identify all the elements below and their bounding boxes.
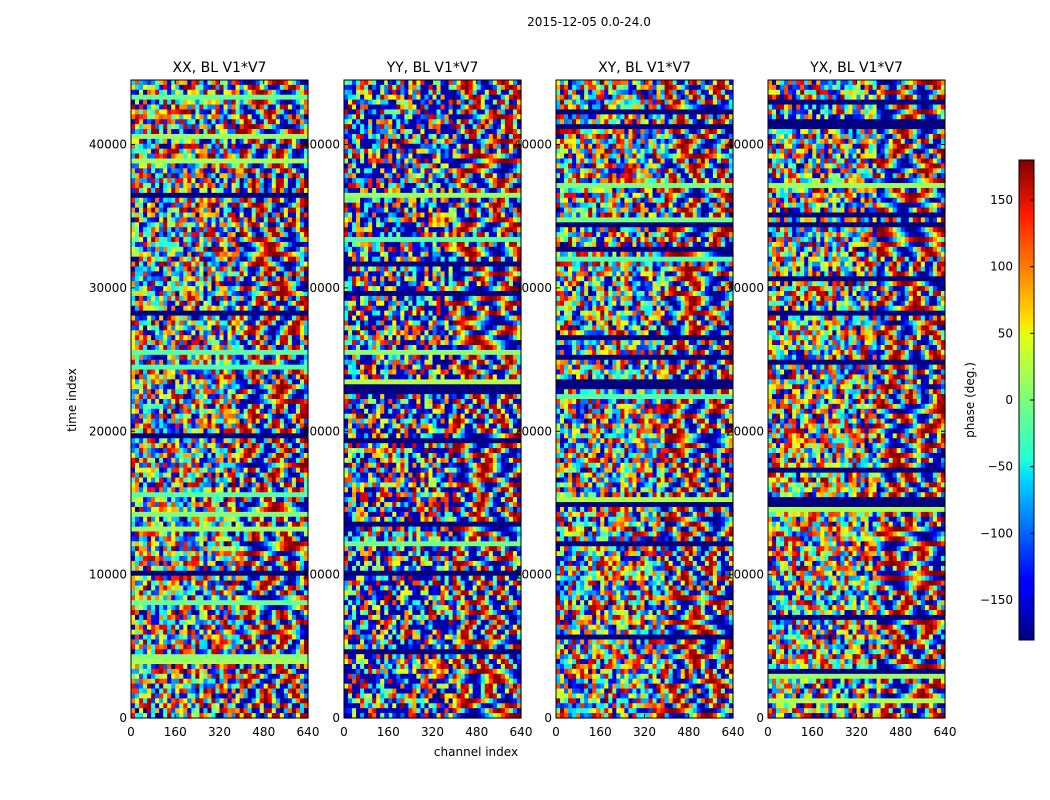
y-tick-label: 0	[544, 711, 552, 725]
x-tick-label: 480	[252, 725, 275, 739]
x-tick-label: 640	[510, 725, 533, 739]
y-axis-label: time index	[65, 368, 79, 432]
x-tick-label: 640	[722, 725, 745, 739]
phase-heatmap	[344, 80, 522, 719]
x-tick-label: 0	[764, 725, 772, 739]
colorbar-tick-label: 50	[998, 326, 1013, 340]
x-tick-label: 160	[164, 725, 187, 739]
panel-4: YX, BL V1*V7 0 160 320 480 640 0 10000 20000 3000…	[726, 60, 957, 739]
x-tick-label: 480	[677, 725, 700, 739]
colorbar-tick-label: 150	[990, 193, 1013, 207]
colorbar: −150 −100 −50 0 50 100 150 phase (deg.)	[963, 159, 1035, 641]
panels: XX, BL V1*V7 0 160 320 480 640 0 10000 20000 3000…	[89, 60, 957, 739]
y-tick-label: 0	[756, 711, 764, 725]
y-tick-label: 20000	[514, 424, 552, 438]
y-tick-label: 20000	[89, 424, 127, 438]
x-tick-label: 0	[340, 725, 348, 739]
y-tick-label: 30000	[89, 281, 127, 295]
x-tick-label: 160	[377, 725, 400, 739]
colorbar-tick-label: −100	[980, 526, 1013, 540]
x-tick-label: 640	[297, 725, 320, 739]
y-tick-label: 40000	[726, 138, 764, 152]
panel-1: XX, BL V1*V7 0 160 320 480 640 0 10000 20000 3000…	[89, 60, 320, 739]
y-tick-label: 20000	[726, 424, 764, 438]
x-tick-label: 640	[934, 725, 957, 739]
panel-title: YY, BL V1*V7	[386, 60, 479, 76]
x-tick-label: 320	[421, 725, 444, 739]
colorbar-tick-label: −150	[980, 593, 1013, 607]
figure-suptitle: 2015-12-05 0.0-24.0	[527, 15, 651, 29]
x-tick-label: 160	[589, 725, 612, 739]
y-tick-label: 30000	[514, 281, 552, 295]
y-tick-label: 0	[332, 711, 340, 725]
phase-heatmap	[131, 80, 309, 719]
x-tick-label: 320	[633, 725, 656, 739]
phase-heatmap	[768, 80, 946, 719]
x-tick-label: 160	[801, 725, 824, 739]
y-tick-label: 10000	[302, 568, 340, 582]
phase-heatmap	[556, 80, 734, 719]
x-axis-label: channel index	[434, 745, 518, 759]
colorbar-tick-label: 0	[1005, 393, 1013, 407]
x-tick-label: 320	[845, 725, 868, 739]
y-tick-label: 10000	[89, 568, 127, 582]
x-tick-label: 0	[127, 725, 135, 739]
y-tick-label: 40000	[302, 138, 340, 152]
y-tick-label: 40000	[514, 138, 552, 152]
colorbar-tick-label: −50	[988, 460, 1013, 474]
x-tick-label: 480	[465, 725, 488, 739]
x-tick-label: 0	[552, 725, 560, 739]
panel-title: XX, BL V1*V7	[173, 60, 267, 76]
y-tick-label: 0	[119, 711, 127, 725]
panel-title: YX, BL V1*V7	[809, 60, 903, 76]
y-tick-label: 10000	[726, 568, 764, 582]
colorbar-ticks: −150 −100 −50 0 50 100 150	[980, 193, 1034, 607]
y-tick-label: 20000	[302, 424, 340, 438]
panel-2: YY, BL V1*V7 0 160 320 480 640 0 10000 20000 3000…	[302, 60, 533, 739]
colorbar-tick-label: 100	[990, 260, 1013, 274]
y-tick-label: 30000	[726, 281, 764, 295]
y-tick-label: 40000	[89, 138, 127, 152]
panel-title: XY, BL V1*V7	[598, 60, 691, 76]
colorbar-label: phase (deg.)	[963, 362, 977, 438]
y-tick-label: 10000	[514, 568, 552, 582]
y-tick-label: 30000	[302, 281, 340, 295]
x-tick-label: 480	[889, 725, 912, 739]
panel-3: XY, BL V1*V7 0 160 320 480 640 0 10000 20000 3000…	[514, 60, 745, 739]
x-tick-label: 320	[208, 725, 231, 739]
